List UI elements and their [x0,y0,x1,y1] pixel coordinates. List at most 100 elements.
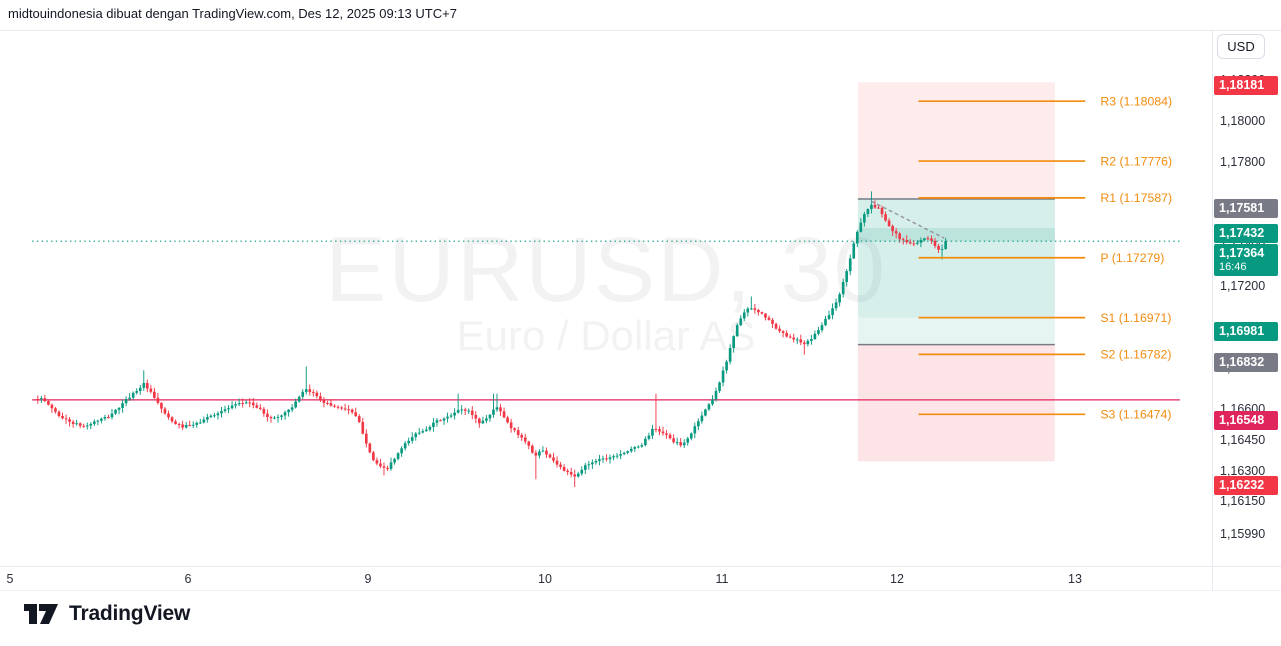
candle-body [686,438,690,443]
price-tick: 1,18000 [1220,114,1266,129]
candle-body [266,413,269,418]
candle-body [311,392,315,394]
candle-body [919,240,923,243]
candle-body [103,417,107,419]
candle-body [827,315,831,319]
candle-body [658,429,661,432]
candle-body [209,415,213,418]
candle-body [110,413,114,418]
candle-body [576,473,580,477]
price-tick: 1,16300 [1220,463,1266,478]
candle-body [795,339,799,341]
candle-body [608,457,612,460]
candle-body [629,448,633,452]
tradingview-logo-icon [24,604,58,624]
candle-body [492,409,495,415]
price-label-value: 1,16981 [1219,324,1265,339]
candle-body [57,411,61,417]
price-label-value: 1,16548 [1219,413,1265,428]
price-label-value: 1,17364 [1219,245,1265,260]
candle-body [481,420,485,424]
widget-bottom-border [0,590,1281,591]
candle-body [435,420,439,423]
candle-body [160,402,163,409]
candle-body [75,423,78,425]
candle-body [446,416,449,419]
candle-body [361,421,365,434]
time-tick-6: 6 [184,572,192,586]
candle-body [912,243,916,245]
candle-body [742,312,746,319]
tradingview-logo[interactable]: TradingView [24,602,190,626]
currency-unit-button[interactable]: USD [1217,34,1265,59]
candle-body [149,388,153,392]
candle-body [131,392,135,398]
candle-body [92,421,96,424]
candle-body [138,387,142,392]
candle-body [184,425,188,428]
candle-body [170,417,174,422]
candle-body [453,412,456,416]
candle-body [50,404,54,409]
pivot-label-s1: S1 (1.16971) [1100,311,1171,325]
candle-body [128,397,131,400]
candle-body [771,319,774,324]
candle-body [583,465,587,470]
price-label-value: 1,17581 [1219,200,1265,215]
time-axis[interactable]: 5 6 9 10 11 12 13 [0,567,1212,590]
price-label-value: 1,18181 [1219,77,1265,92]
candle-body [195,422,199,425]
candle-body [654,428,658,430]
price-tick: 1,16450 [1220,432,1266,447]
candle-body [831,308,834,316]
candle-body [502,411,506,418]
candle-body [470,410,474,415]
candle-body [824,318,827,326]
candle-body [417,432,421,434]
candle-body [735,325,739,337]
candle-body [898,233,902,240]
time-tick-9: 9 [364,572,372,586]
candle-body [36,399,40,400]
candle-body [626,451,630,453]
candle-body [280,415,283,417]
candle-body [732,336,735,349]
candle-body [863,214,866,223]
candle-body [290,407,294,410]
candle-body [538,451,541,456]
candle-body [107,417,110,418]
candle-body [255,405,259,408]
candle-body [636,446,640,448]
candle-body [294,401,297,408]
candle-body [68,419,71,422]
price-chart-pane[interactable]: R3 (1.18084) R2 (1.17776) R1 (1.17587) P (1… [0,30,1212,566]
candle-body [785,332,788,337]
candle-body [389,462,393,469]
candle-body [248,402,252,404]
pivot-label-p: P (1.17279) [1100,251,1164,265]
bar-countdown: 16:46 [1219,260,1247,273]
time-tick-13: 13 [1068,572,1082,586]
candle-body [534,452,538,456]
candle-body [644,438,647,446]
candle-body [78,423,82,426]
price-label-1-16232: 1,16232 [1214,475,1278,495]
zone-red-upper [857,82,1055,198]
candle-body [276,416,280,418]
candle-body [841,282,845,295]
candle-body [177,424,181,425]
time-tick-11: 11 [715,572,729,586]
price-label-1-16548: 1,16548 [1214,411,1278,431]
candle-body [612,456,615,458]
candle-body [269,417,273,419]
candle-body [813,333,817,340]
candle-body [894,231,898,234]
attribution-text: midtouindonesia dibuat dengan TradingVie… [8,6,457,21]
price-axis[interactable]: 1,182001,180001,178001,176001,174001,172… [1213,30,1281,566]
trend-dashed-line [870,200,945,239]
candle-body [651,428,654,436]
candle-body [163,408,167,414]
candle-body [322,399,326,403]
candle-body [753,308,757,310]
candle-body [153,391,156,398]
